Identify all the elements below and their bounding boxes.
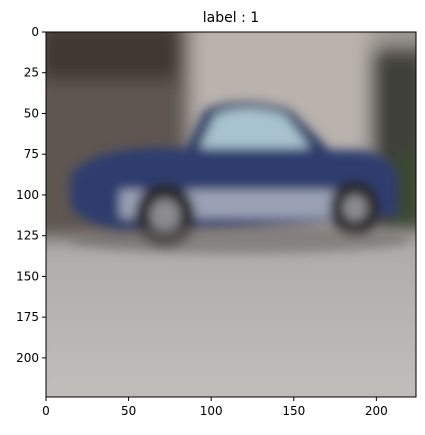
y-tick-label: 125: [16, 229, 39, 243]
car-photo: [46, 32, 416, 397]
y-axis: 0 25 50 75 100 125 150 175 200: [16, 25, 46, 365]
x-axis: 0 50 100 150 200: [42, 397, 388, 418]
y-tick-label: 75: [24, 147, 39, 161]
x-tick-label: 100: [200, 404, 223, 418]
x-tick-label: 150: [282, 404, 305, 418]
y-tick-label: 150: [16, 269, 39, 283]
y-tick-label: 200: [16, 351, 39, 365]
x-tick-label: 50: [121, 404, 136, 418]
y-tick-label: 50: [24, 106, 39, 120]
figure-title: label : 1: [203, 10, 259, 26]
y-tick-label: 175: [16, 310, 39, 324]
x-tick-label: 200: [365, 404, 388, 418]
x-tick-label: 0: [42, 404, 50, 418]
plot-frame: [45, 31, 417, 398]
y-tick-label: 0: [31, 25, 39, 39]
y-tick-label: 100: [16, 188, 39, 202]
y-tick-label: 25: [24, 66, 39, 80]
